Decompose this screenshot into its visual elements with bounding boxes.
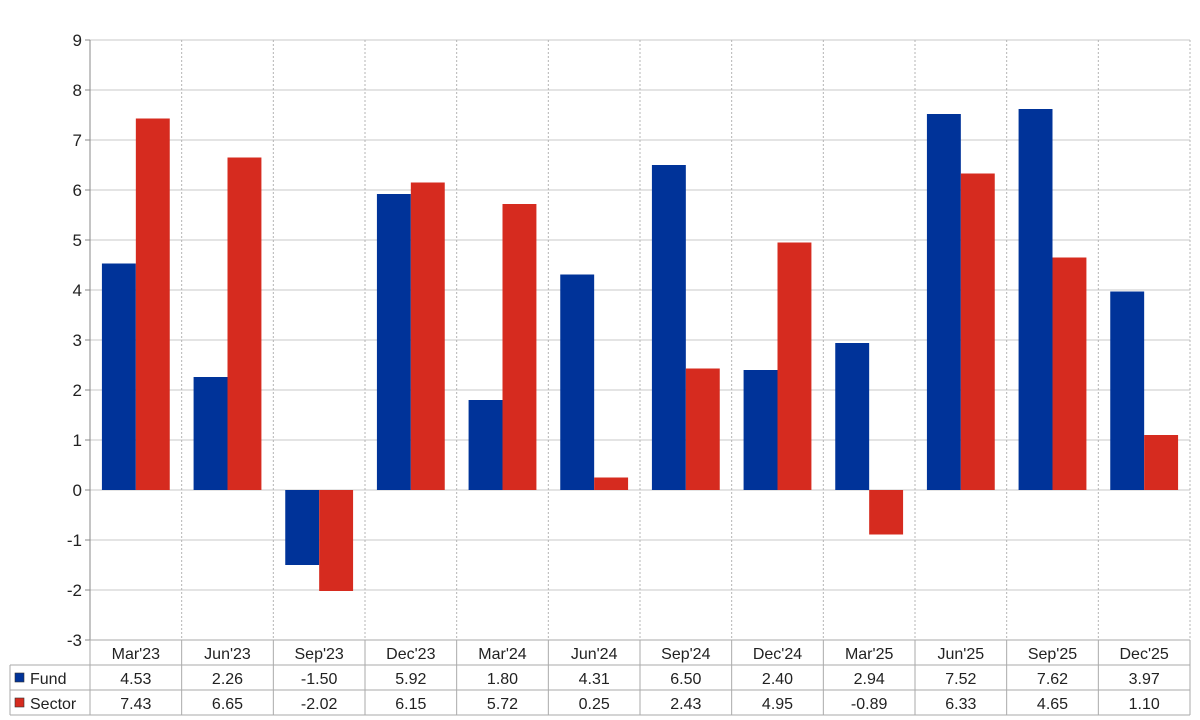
- bar-fund: [468, 400, 503, 490]
- bar-fund: [926, 114, 961, 490]
- category-label: Jun'25: [938, 646, 985, 663]
- bar-fund: [743, 370, 778, 490]
- data-label-sector: 5.72: [487, 696, 518, 713]
- data-label-sector: -2.02: [301, 696, 338, 713]
- data-label-sector: 1.10: [1129, 696, 1160, 713]
- data-label-fund: 1.80: [487, 671, 518, 688]
- y-tick-label: 3: [73, 331, 82, 350]
- bar-sector: [135, 118, 170, 490]
- y-tick-label: 5: [73, 231, 82, 250]
- legend-swatch-fund: [14, 672, 25, 683]
- data-label-fund: -1.50: [301, 671, 338, 688]
- data-label-fund: 4.31: [579, 671, 610, 688]
- category-label: Dec'24: [753, 646, 802, 663]
- bar-fund: [193, 377, 228, 490]
- category-label: Sep'25: [1028, 646, 1077, 663]
- data-label-fund: 7.62: [1037, 671, 1068, 688]
- y-tick-label: 6: [73, 181, 82, 200]
- y-tick-label: 1: [73, 431, 82, 450]
- data-label-sector: 6.33: [945, 696, 976, 713]
- y-tick-label: 2: [73, 381, 82, 400]
- legend-swatch-sector: [14, 697, 25, 708]
- data-label-sector: 4.95: [762, 696, 793, 713]
- bar-sector: [227, 157, 262, 490]
- bar-fund: [285, 490, 320, 565]
- category-label: Dec'23: [386, 646, 435, 663]
- bar-fund: [376, 194, 411, 490]
- category-label: Mar'24: [478, 646, 527, 663]
- y-tick-label: -2: [67, 581, 82, 600]
- data-label-fund: 2.26: [212, 671, 243, 688]
- category-label: Sep'23: [295, 646, 344, 663]
- y-tick-label: 4: [73, 281, 82, 300]
- category-label: Mar'23: [112, 646, 161, 663]
- y-tick-label: 9: [73, 31, 82, 50]
- bar-fund: [835, 343, 870, 490]
- data-label-fund: 7.52: [945, 671, 976, 688]
- data-label-sector: 6.15: [395, 696, 426, 713]
- data-label-sector: 4.65: [1037, 696, 1068, 713]
- category-label: Sep'24: [661, 646, 710, 663]
- bar-sector: [319, 490, 354, 591]
- bar-sector: [1052, 257, 1087, 490]
- bar-fund: [1018, 109, 1053, 490]
- category-label: Dec'25: [1120, 646, 1169, 663]
- bar-sector: [410, 182, 445, 490]
- bar-fund: [560, 274, 595, 490]
- bar-sector: [502, 204, 537, 490]
- data-label-sector: 6.65: [212, 696, 243, 713]
- y-tick-label: 0: [73, 481, 82, 500]
- y-tick-label: 8: [73, 81, 82, 100]
- data-label-fund: 6.50: [670, 671, 701, 688]
- data-label-sector: 0.25: [579, 696, 610, 713]
- bar-sector: [777, 242, 812, 490]
- legend-label-fund: Fund: [30, 671, 66, 688]
- bar-sector: [869, 490, 904, 535]
- y-tick-label: 7: [73, 131, 82, 150]
- bar-fund: [1110, 291, 1145, 490]
- category-label: Jun'23: [204, 646, 251, 663]
- category-label: Mar'25: [845, 646, 894, 663]
- data-label-fund: 3.97: [1129, 671, 1160, 688]
- data-label-sector: -0.89: [851, 696, 888, 713]
- data-label-fund: 2.40: [762, 671, 793, 688]
- bar-sector: [594, 477, 629, 490]
- data-label-fund: 4.53: [120, 671, 151, 688]
- category-label: Jun'24: [571, 646, 618, 663]
- y-tick-label: -1: [67, 531, 82, 550]
- bar-sector: [1144, 435, 1179, 490]
- data-label-sector: 2.43: [670, 696, 701, 713]
- data-label-fund: 5.92: [395, 671, 426, 688]
- data-label-fund: 2.94: [854, 671, 885, 688]
- bar-sector: [960, 173, 995, 490]
- y-tick-label: -3: [67, 631, 82, 650]
- legend-label-sector: Sector: [30, 696, 77, 713]
- bar-fund: [651, 165, 686, 490]
- data-label-sector: 7.43: [120, 696, 151, 713]
- bar-fund: [101, 263, 136, 490]
- bar-sector: [685, 368, 720, 490]
